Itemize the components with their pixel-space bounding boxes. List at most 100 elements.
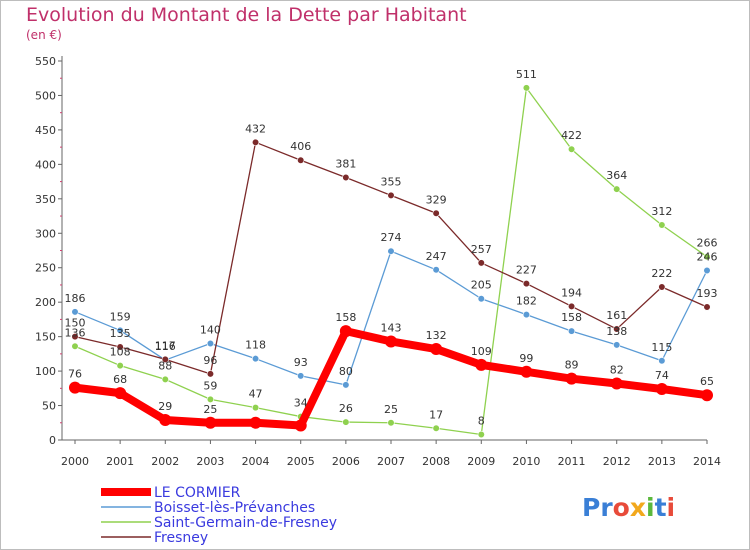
data-label: 364: [606, 169, 627, 182]
data-label: 108: [110, 346, 131, 359]
data-label: 29: [158, 400, 172, 413]
data-label: 136: [65, 326, 86, 339]
data-point: [71, 333, 79, 341]
data-label: 25: [203, 403, 217, 416]
data-point: [658, 283, 666, 291]
y-tick-label: 50: [42, 400, 56, 413]
data-point: [294, 419, 307, 432]
y-tick-label: 450: [35, 124, 56, 137]
data-point: [565, 372, 578, 385]
x-tick-label: 2011: [558, 455, 586, 468]
data-point: [613, 325, 621, 333]
data-point: [567, 302, 576, 310]
data-label: 266: [697, 237, 718, 250]
data-point: [387, 247, 395, 255]
data-point: [430, 343, 443, 356]
y-tick-label: 550: [35, 55, 56, 68]
data-label: 118: [245, 339, 266, 352]
data-label: 355: [381, 175, 402, 188]
x-tick-label: 2009: [467, 455, 495, 468]
x-tick-label: 2003: [196, 455, 224, 468]
data-label: 274: [381, 231, 402, 244]
x-tick-label: 2001: [106, 455, 134, 468]
data-point: [610, 377, 623, 390]
data-point: [613, 185, 621, 193]
data-point: [522, 84, 531, 92]
proxiti-logo: Proxiti: [582, 493, 675, 522]
series-1: [71, 247, 711, 389]
data-point: [432, 209, 440, 217]
chart-title: Evolution du Montant de la Dette par Hab…: [26, 4, 467, 26]
data-point: [432, 266, 440, 274]
data-label: 17: [429, 408, 443, 421]
x-tick-label: 2005: [287, 455, 315, 468]
data-label: 247: [426, 250, 447, 263]
data-label: 205: [471, 279, 492, 292]
x-tick-label: 2004: [242, 455, 270, 468]
data-label: 59: [203, 379, 217, 392]
x-tick-label: 2012: [603, 455, 631, 468]
data-label: 186: [65, 292, 86, 305]
data-point: [116, 326, 124, 335]
data-label: 222: [651, 267, 672, 280]
logo-text: Proxiti: [582, 493, 675, 522]
data-point: [251, 404, 260, 412]
data-point: [251, 355, 260, 363]
data-label: 329: [426, 193, 447, 206]
legend-item: LE CORMIER: [101, 485, 241, 501]
data-label: 26: [339, 402, 353, 415]
data-label: 96: [203, 354, 217, 367]
data-label: 140: [200, 324, 221, 337]
data-label: 116: [155, 340, 176, 353]
data-point: [206, 395, 215, 403]
legend-label: Boisset-lès-Prévanches: [154, 500, 315, 516]
data-point: [432, 424, 440, 432]
x-tick-label: 2002: [151, 455, 179, 468]
data-point: [114, 387, 127, 400]
data-label: 511: [516, 68, 537, 81]
series-2: [71, 84, 711, 439]
data-point: [206, 370, 215, 378]
x-tick-label: 2010: [512, 455, 540, 468]
legend-item: Boisset-lès-Prévanches: [101, 500, 315, 516]
y-tick-label: 300: [35, 227, 56, 240]
data-label: 25: [384, 403, 398, 416]
data-point: [703, 253, 711, 261]
data-point: [701, 389, 713, 402]
data-point: [71, 342, 79, 350]
data-label: 88: [158, 359, 172, 372]
data-label: 227: [516, 264, 537, 277]
data-label: 150: [65, 317, 86, 330]
x-tick-label: 2000: [61, 455, 89, 468]
data-point: [567, 145, 576, 153]
data-point: [71, 308, 79, 316]
data-label: 132: [426, 329, 447, 342]
data-point: [204, 416, 217, 429]
data-point: [703, 266, 711, 275]
y-tick-label: 500: [35, 89, 56, 102]
data-label: 135: [110, 327, 131, 340]
x-tick-label: 2014: [693, 455, 721, 468]
y-tick-label: 200: [35, 296, 56, 309]
data-point: [161, 355, 169, 363]
data-label: 47: [249, 388, 263, 401]
data-point: [339, 325, 352, 338]
data-point: [387, 191, 395, 199]
data-label: 159: [110, 310, 131, 323]
data-label: 82: [610, 363, 624, 376]
legend-label: Saint-Germain-de-Fresney: [154, 515, 337, 531]
data-label: 193: [697, 287, 718, 300]
y-tick-label: 0: [49, 434, 56, 447]
data-point: [658, 357, 666, 365]
data-label: 381: [335, 157, 356, 170]
data-label: 432: [245, 122, 266, 135]
data-label: 115: [651, 341, 672, 354]
data-point: [477, 295, 485, 303]
data-label: 68: [113, 373, 127, 386]
data-label: 194: [561, 286, 582, 299]
data-label: 312: [651, 205, 672, 218]
data-point: [297, 156, 305, 164]
chart-subtitle: (en €): [26, 28, 62, 42]
y-tick-label: 350: [35, 193, 56, 206]
